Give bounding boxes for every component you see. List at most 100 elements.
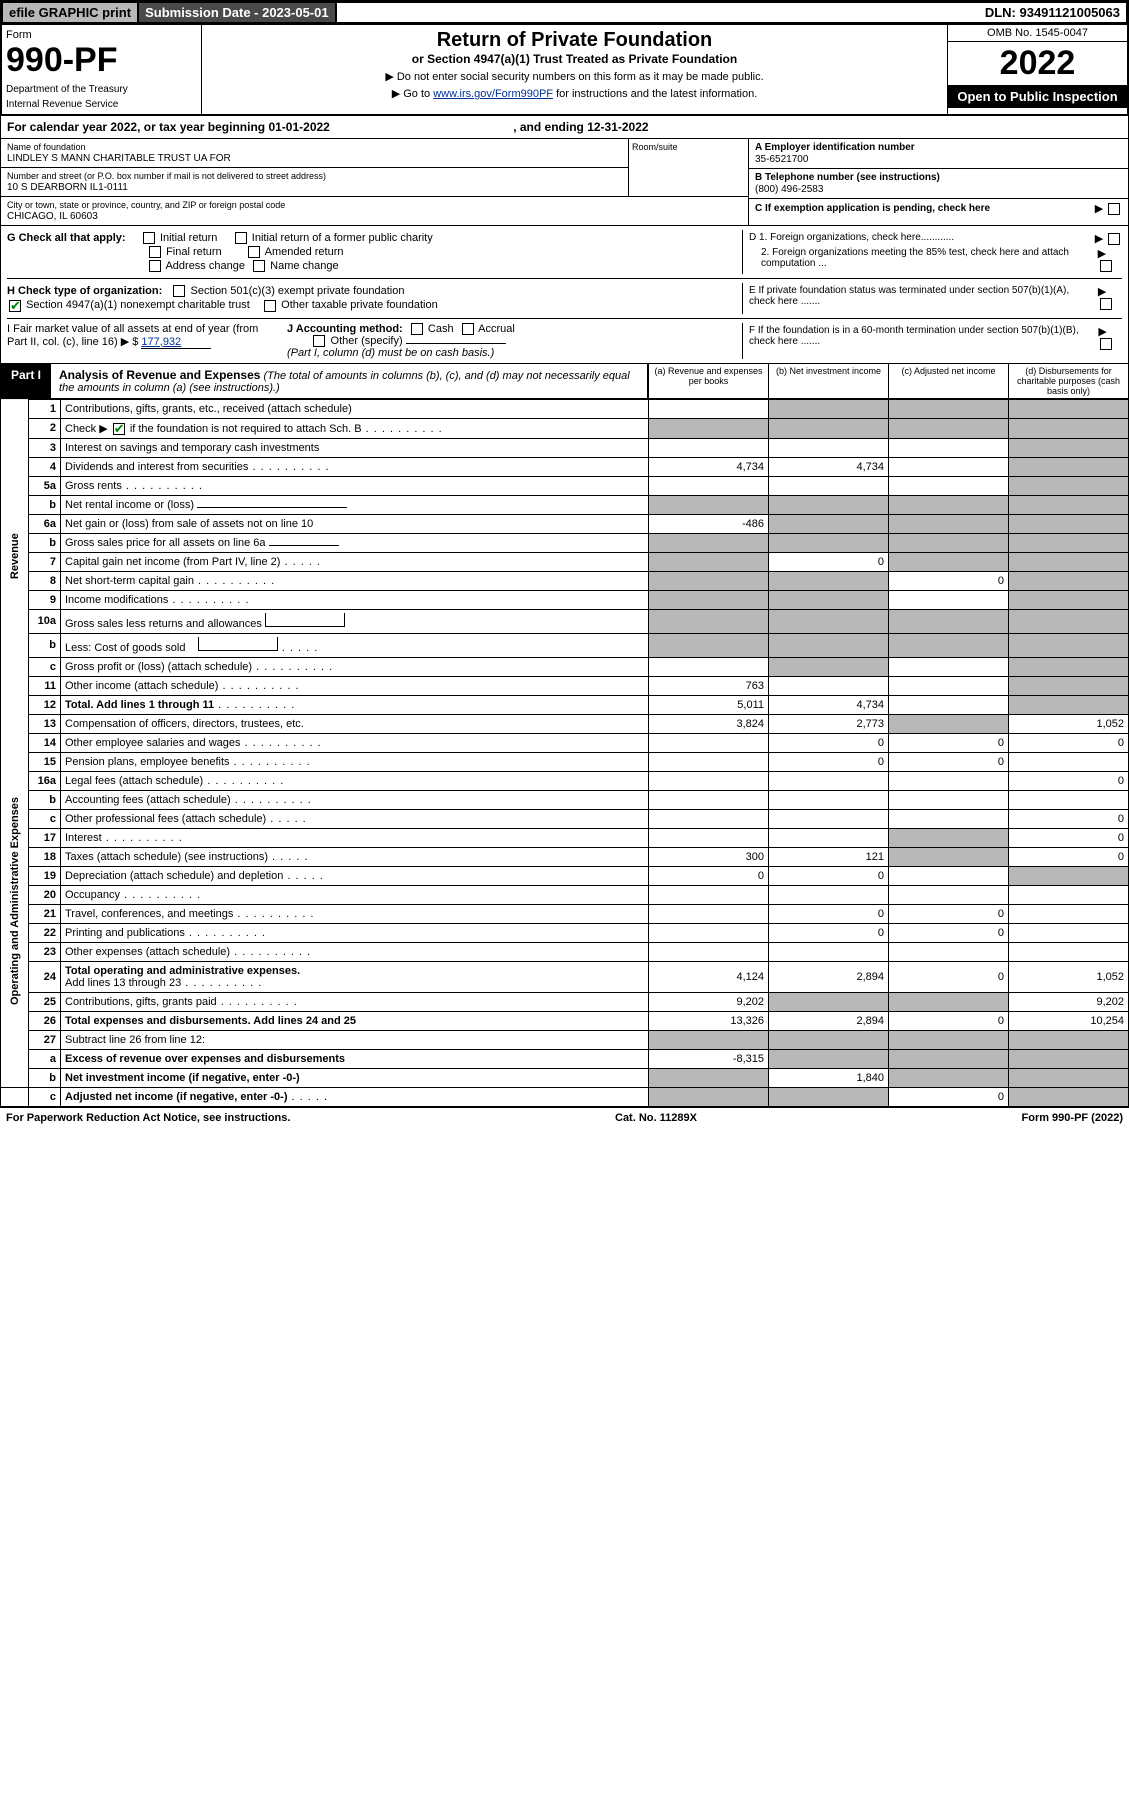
revenue-side-label: Revenue — [1, 399, 29, 714]
line-5b-desc: Net rental income or (loss) — [61, 495, 649, 514]
part1-badge: Part I — [1, 364, 51, 398]
line-24-desc: Total operating and administrative expen… — [61, 961, 649, 992]
line-4-b: 4,734 — [769, 457, 889, 476]
line-18-d: 0 — [1009, 847, 1129, 866]
g-amended: Amended return — [265, 246, 344, 258]
c-label: C If exemption application is pending, c… — [755, 203, 990, 214]
line-4-desc: Dividends and interest from securities — [61, 457, 649, 476]
g-name-checkbox[interactable] — [253, 260, 265, 272]
e-checkbox[interactable] — [1100, 298, 1112, 310]
line-7-desc: Capital gain net income (from Part IV, l… — [61, 552, 649, 571]
efile-print-button[interactable]: efile GRAPHIC print — [3, 3, 139, 22]
j-other: Other (specify) — [331, 335, 403, 347]
line-14-b: 0 — [769, 733, 889, 752]
line-13-a: 3,824 — [649, 714, 769, 733]
d2-checkbox[interactable] — [1100, 260, 1112, 272]
line-24-c: 0 — [889, 961, 1009, 992]
g-final-checkbox[interactable] — [149, 246, 161, 258]
line-15-c: 0 — [889, 752, 1009, 771]
arrow-icon: ▶ — [1098, 326, 1106, 338]
line-5a-desc: Gross rents — [61, 476, 649, 495]
open-public: Open to Public Inspection — [948, 85, 1127, 108]
paperwork-notice: For Paperwork Reduction Act Notice, see … — [6, 1112, 290, 1124]
note-ssn: ▶ Do not enter social security numbers o… — [210, 70, 939, 83]
line-27b-desc: Net investment income (if negative, ente… — [61, 1068, 649, 1087]
line-10c-desc: Gross profit or (loss) (attach schedule) — [61, 657, 649, 676]
line-15-desc: Pension plans, employee benefits — [61, 752, 649, 771]
j-label: J Accounting method: — [287, 323, 403, 335]
line-24-a: 4,124 — [649, 961, 769, 992]
g-initial-return-checkbox[interactable] — [143, 232, 155, 244]
form-title: Return of Private Foundation — [210, 29, 939, 52]
line-18-b: 121 — [769, 847, 889, 866]
h-label: H Check type of organization: — [7, 285, 162, 297]
g-address-checkbox[interactable] — [149, 260, 161, 272]
line-10a-desc: Gross sales less returns and allowances — [61, 609, 649, 633]
h-501c3: Section 501(c)(3) exempt private foundat… — [190, 285, 404, 297]
line-24-b: 2,894 — [769, 961, 889, 992]
j-cash-checkbox[interactable] — [411, 323, 423, 335]
g-initial-former-checkbox[interactable] — [235, 232, 247, 244]
line-22-desc: Printing and publications — [61, 923, 649, 942]
col-a-header: (a) Revenue and expenses per books — [648, 364, 768, 398]
dept-treasury: Department of the Treasury — [6, 84, 197, 95]
g-label: G Check all that apply: — [7, 232, 126, 244]
col-d-header: (d) Disbursements for charitable purpose… — [1008, 364, 1128, 398]
line-6b-val — [269, 545, 339, 546]
line-23-desc: Other expenses (attach schedule) — [61, 942, 649, 961]
d1-checkbox[interactable] — [1108, 233, 1120, 245]
line-26-b: 2,894 — [769, 1011, 889, 1030]
line-22-b: 0 — [769, 923, 889, 942]
line-17-desc: Interest — [61, 828, 649, 847]
line-12-a: 5,011 — [649, 695, 769, 714]
h-501c3-checkbox[interactable] — [173, 285, 185, 297]
j-other-checkbox[interactable] — [313, 335, 325, 347]
arrow-icon: ▶ — [1098, 248, 1106, 260]
line-13-b: 2,773 — [769, 714, 889, 733]
c-checkbox[interactable] — [1108, 203, 1120, 215]
note-goto-post: for instructions and the latest informat… — [553, 88, 757, 100]
line-3-desc: Interest on savings and temporary cash i… — [61, 438, 649, 457]
line-27c-desc: Adjusted net income (if negative, enter … — [61, 1087, 649, 1106]
h-other-checkbox[interactable] — [264, 300, 276, 312]
line-4-a: 4,734 — [649, 457, 769, 476]
check-section: G Check all that apply: Initial return I… — [0, 226, 1129, 364]
line-14-c: 0 — [889, 733, 1009, 752]
omb-number: OMB No. 1545-0047 — [948, 25, 1127, 42]
f-checkbox[interactable] — [1100, 338, 1112, 350]
line-16c-desc: Other professional fees (attach schedule… — [61, 809, 649, 828]
room-suite-label: Room/suite — [628, 139, 748, 197]
line-16b-desc: Accounting fees (attach schedule) — [61, 790, 649, 809]
g-amended-checkbox[interactable] — [248, 246, 260, 258]
g-final: Final return — [166, 246, 222, 258]
h-other: Other taxable private foundation — [281, 299, 438, 311]
line-18-desc: Taxes (attach schedule) (see instruction… — [61, 847, 649, 866]
g-name: Name change — [270, 260, 339, 272]
foundation-name: LINDLEY S MANN CHARITABLE TRUST UA FOR — [7, 153, 622, 164]
h-4947-checkbox[interactable] — [9, 300, 21, 312]
line-19-desc: Depreciation (attach schedule) and deple… — [61, 866, 649, 885]
cal-pre: For calendar year 2022, or tax year begi… — [7, 120, 268, 134]
f-label: F If the foundation is in a 60-month ter… — [749, 325, 1098, 350]
line-2-checkbox[interactable] — [113, 423, 125, 435]
line-24-d: 1,052 — [1009, 961, 1129, 992]
irs-link[interactable]: www.irs.gov/Form990PF — [433, 88, 553, 100]
line-7-b: 0 — [769, 552, 889, 571]
i-fmv-value[interactable]: 177,932 — [141, 336, 211, 349]
arrow-icon: ▶ — [1095, 233, 1103, 245]
line-21-desc: Travel, conferences, and meetings — [61, 904, 649, 923]
page-footer: For Paperwork Reduction Act Notice, see … — [0, 1107, 1129, 1128]
line-25-d: 9,202 — [1009, 992, 1129, 1011]
line-6a-a: -486 — [649, 514, 769, 533]
addr-label: Number and street (or P.O. box number if… — [7, 171, 622, 181]
line-21-c: 0 — [889, 904, 1009, 923]
line-19-a: 0 — [649, 866, 769, 885]
form-number: 990-PF — [6, 41, 197, 80]
city-label: City or town, state or province, country… — [7, 200, 742, 210]
j-accrual-checkbox[interactable] — [462, 323, 474, 335]
line-27a-desc: Excess of revenue over expenses and disb… — [61, 1049, 649, 1068]
part1-title: Analysis of Revenue and Expenses — [59, 368, 260, 382]
line-25-desc: Contributions, gifts, grants paid — [61, 992, 649, 1011]
line-26-a: 13,326 — [649, 1011, 769, 1030]
line-6b-desc: Gross sales price for all assets on line… — [61, 533, 649, 552]
